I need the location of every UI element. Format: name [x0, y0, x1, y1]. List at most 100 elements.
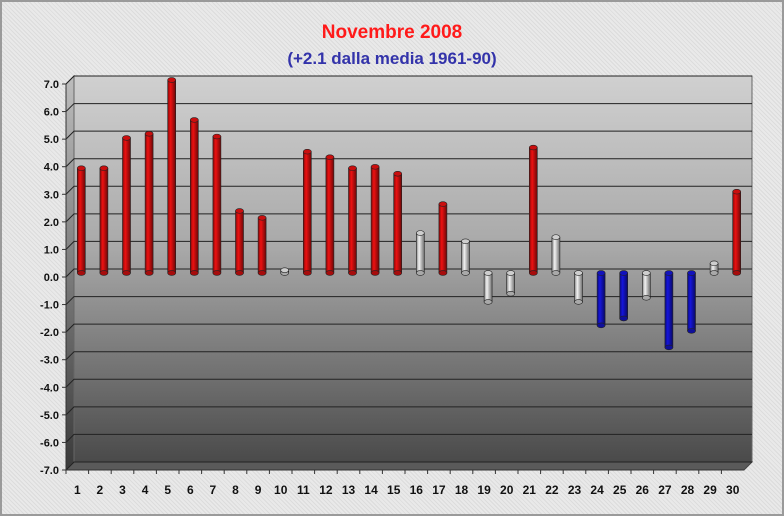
x-tick-label: 10	[274, 483, 288, 497]
bar-end-cap	[596, 322, 606, 329]
y-tick-label: -5.0	[40, 410, 59, 422]
x-tick-label: 16	[410, 483, 424, 497]
x-tick-label: 9	[255, 483, 262, 497]
y-tick-label: 3.0	[44, 189, 59, 201]
bar	[280, 267, 290, 276]
gridline	[65, 378, 752, 388]
bar-end-cap	[77, 270, 86, 276]
x-tick-label: 24	[590, 483, 604, 497]
bar	[167, 77, 176, 276]
gridline	[65, 158, 752, 168]
bar-body	[687, 272, 696, 332]
gridline	[65, 351, 752, 361]
x-tick-label: 20	[500, 483, 514, 497]
bar-top-cap	[687, 270, 696, 276]
bar-top-cap	[551, 234, 561, 240]
bar-body	[235, 210, 244, 274]
bar-end-cap	[551, 270, 561, 276]
bar-body	[144, 133, 154, 274]
bar-top-cap	[393, 171, 403, 177]
bar	[483, 270, 493, 305]
bar-top-cap	[574, 270, 583, 276]
x-tick-label: 11	[297, 483, 310, 497]
bar-body	[528, 147, 538, 274]
bar-end-cap	[167, 270, 176, 276]
bar-body	[461, 240, 470, 274]
bar-body	[483, 272, 493, 303]
bar	[122, 135, 131, 276]
gridline	[65, 240, 752, 250]
bar	[596, 270, 606, 329]
floor	[64, 461, 754, 471]
bar-top-cap	[619, 270, 629, 276]
gridline	[65, 75, 752, 85]
bar-body	[370, 166, 380, 274]
bar	[619, 270, 629, 322]
y-tick-label: -3.0	[40, 355, 59, 367]
x-tick-label: 5	[164, 483, 171, 497]
bar	[393, 171, 403, 276]
gridline	[65, 323, 752, 333]
plot-area	[64, 74, 754, 472]
gridline	[65, 130, 752, 140]
bar-body	[574, 272, 583, 303]
x-tick-label: 7	[210, 483, 217, 497]
x-tick-label: 29	[703, 483, 717, 497]
bar-end-cap	[325, 270, 335, 276]
x-tick-label: 2	[97, 483, 104, 497]
bar	[144, 131, 154, 276]
y-tick-label: 0.0	[44, 272, 59, 284]
y-tick-label: 5.0	[44, 134, 59, 146]
gridline	[65, 433, 752, 443]
bar-end-cap	[212, 270, 222, 276]
bar-top-cap	[190, 117, 199, 123]
bar-end-cap	[483, 299, 493, 305]
y-tick-label: 2.0	[44, 217, 59, 229]
bar	[641, 270, 651, 301]
bar-body	[122, 137, 131, 274]
bar-top-cap	[709, 260, 719, 267]
bar	[325, 154, 335, 276]
bar-end-cap	[641, 295, 651, 301]
bar-end-cap	[348, 270, 357, 276]
bar	[235, 208, 244, 276]
x-tick-label: 21	[523, 483, 537, 497]
bar-body	[190, 119, 199, 274]
x-axis: 1 2 3 4 5 6 7 8 9 10 11 12 13 14 15 16 17 18 19 20 21 22 23 24 2…	[65, 469, 744, 497]
x-tick-label: 18	[455, 483, 469, 497]
bar	[709, 260, 719, 276]
bar-top-cap	[641, 270, 651, 276]
bar	[77, 165, 86, 276]
bar-top-cap	[235, 208, 244, 214]
bar-end-cap	[619, 315, 629, 322]
bar-end-cap	[528, 270, 538, 276]
bar	[212, 133, 222, 276]
bar-body	[348, 167, 357, 274]
bar	[732, 188, 742, 276]
bar-top-cap	[212, 133, 222, 140]
bar-top-cap	[77, 165, 86, 171]
y-tick-label: 4.0	[44, 162, 59, 174]
bar-body	[732, 191, 742, 274]
bar-body	[641, 272, 651, 299]
gridline	[65, 461, 752, 471]
x-tick-label: 26	[636, 483, 650, 497]
bar-top-cap	[732, 188, 742, 195]
bar-end-cap	[190, 270, 199, 276]
bar-body	[393, 173, 403, 274]
bar	[348, 165, 357, 276]
gridline	[65, 406, 752, 416]
bar-body	[167, 79, 176, 274]
y-tick-label: -2.0	[40, 327, 59, 339]
bar	[415, 230, 425, 276]
bar-end-cap	[664, 344, 674, 351]
bar-end-cap	[144, 270, 154, 276]
x-tick-label: 30	[726, 483, 740, 497]
bar-end-cap	[709, 270, 719, 276]
bar-body	[302, 151, 312, 274]
bar	[574, 270, 583, 305]
bar-top-cap	[528, 144, 538, 151]
bar-end-cap	[461, 270, 470, 276]
bar	[370, 164, 380, 276]
